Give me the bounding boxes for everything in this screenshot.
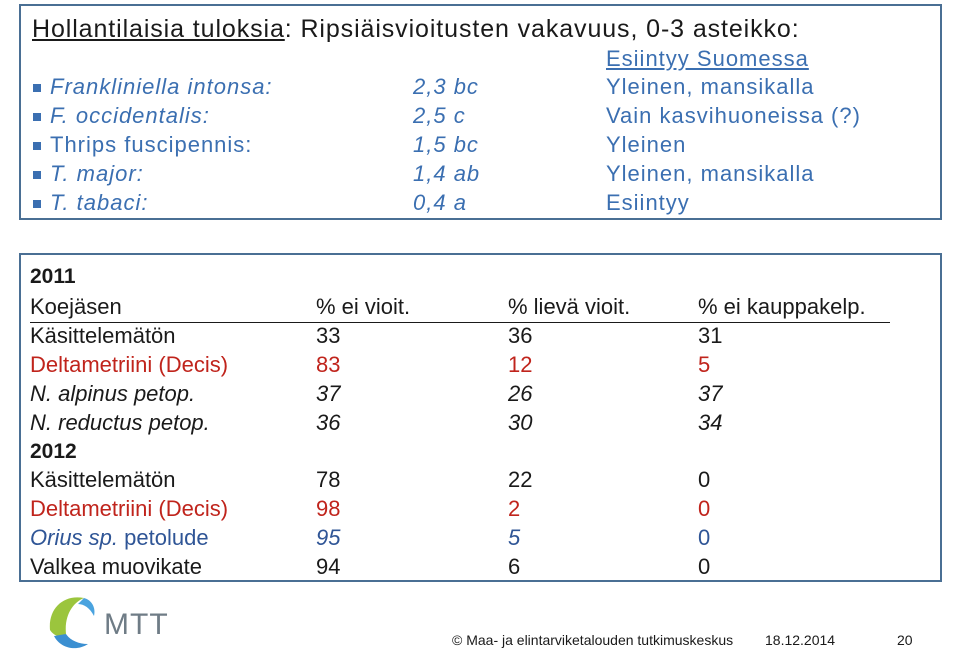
- species-score: 1,5 bc: [413, 132, 479, 157]
- species-occurrence: Esiintyy: [606, 190, 690, 215]
- value-cell: 34: [698, 410, 723, 435]
- table-header-row: Koejäsen % ei vioit. % lievä vioit. % ei…: [21, 294, 921, 324]
- header-ei-kauppakelp: % ei kauppakelp.: [698, 294, 866, 319]
- header-underline: [30, 322, 890, 323]
- orius-rest: petolude: [118, 525, 209, 550]
- slide-title: Hollantilaisia tuloksia: Ripsiäisvioitus…: [32, 15, 800, 44]
- value-cell: 36: [508, 323, 533, 348]
- species-score: 2,5 c: [413, 103, 466, 128]
- table-row: N. reductus petop. 36 30 34: [21, 410, 921, 440]
- value-cell: 6: [508, 554, 521, 579]
- value-cell: 26: [508, 381, 533, 406]
- value-cell: 0: [698, 525, 711, 550]
- species-score: 1,4 ab: [413, 161, 481, 186]
- value-cell: 98: [316, 496, 341, 521]
- table-row: N. alpinus petop. 37 26 37: [21, 381, 921, 411]
- value-cell: 31: [698, 323, 723, 348]
- copyright-text: © Maa- ja elintarviketalouden tutkimuske…: [452, 632, 734, 648]
- orius-species-name: Orius sp.: [30, 525, 119, 550]
- species-score: 0,4 a: [413, 190, 467, 215]
- results-table-panel: 2011 Koejäsen % ei vioit. % lievä vioit.…: [19, 253, 942, 582]
- table-row: Käsittelemätön 78 22 0: [21, 467, 921, 497]
- treatment-cell: Käsittelemätön: [30, 323, 176, 348]
- value-cell: 95: [316, 525, 341, 550]
- treatment-cell: N. reductus petop.: [30, 410, 210, 435]
- value-cell: 30: [508, 410, 533, 435]
- logo-text: MTT: [104, 608, 169, 641]
- value-cell: 5: [508, 525, 521, 550]
- species-occurrence: Vain kasvihuoneissa (?): [606, 103, 861, 128]
- bullet-icon: [33, 84, 41, 92]
- species-name: F. occidentalis:: [50, 103, 210, 128]
- value-cell: 0: [698, 554, 711, 579]
- table-row: Deltametriini (Decis) 83 12 5: [21, 352, 921, 382]
- value-cell: 5: [698, 352, 711, 377]
- value-cell: 83: [316, 352, 341, 377]
- treatment-cell: Orius sp. petolude: [30, 525, 209, 551]
- title-underlined: Hollantilaisia tuloksia: [32, 15, 285, 43]
- footer-date: 18.12.2014: [765, 632, 836, 648]
- value-cell: 36: [316, 410, 341, 435]
- bullet-icon: [33, 171, 41, 179]
- header-lieva-vioit: % lievä vioit.: [508, 294, 631, 319]
- value-cell: 2: [508, 496, 521, 521]
- year-2011-label: 2011: [30, 265, 76, 288]
- species-name: Frankliniella intonsa:: [50, 74, 273, 99]
- thrips-species-panel: Hollantilaisia tuloksia: Ripsiäisvioitus…: [19, 4, 942, 220]
- value-cell: 37: [698, 381, 723, 406]
- species-occurrence: Yleinen, mansikalla: [606, 161, 815, 186]
- table-row: Käsittelemätön 33 36 31: [21, 323, 921, 353]
- treatment-cell: N. alpinus petop.: [30, 381, 196, 406]
- treatment-cell: Valkea muovikate: [30, 554, 203, 579]
- value-cell: 78: [316, 467, 341, 492]
- value-cell: 94: [316, 554, 341, 579]
- value-cell: 22: [508, 467, 533, 492]
- table-row: Valkea muovikate 94 6 0: [21, 554, 921, 584]
- treatment-cell: Käsittelemätön: [30, 467, 176, 492]
- value-cell: 0: [698, 496, 711, 521]
- bullet-icon: [33, 142, 41, 150]
- bullet-icon: [33, 113, 41, 121]
- header-koejasen: Koejäsen: [30, 294, 122, 319]
- species-name: T. tabaci:: [50, 190, 149, 215]
- species-score: 2,3 bc: [413, 74, 479, 99]
- treatment-cell: Deltametriini (Decis): [30, 352, 229, 377]
- page-number: 20: [897, 632, 913, 648]
- value-cell: 33: [316, 323, 341, 348]
- species-occurrence: Yleinen: [606, 132, 687, 157]
- species-name: Thrips fuscipennis:: [50, 132, 253, 157]
- treatment-cell: Deltametriini (Decis): [30, 496, 229, 521]
- mtt-logo: MTT: [44, 590, 184, 654]
- value-cell: 0: [698, 467, 711, 492]
- header-ei-vioit: % ei vioit.: [316, 294, 411, 319]
- year-2012-label: 2012: [30, 440, 77, 463]
- value-cell: 37: [316, 381, 341, 406]
- occurrence-header: Esiintyy Suomessa: [606, 46, 809, 71]
- table-row: Orius sp. petolude 95 5 0: [21, 525, 921, 555]
- species-occurrence: Yleinen, mansikalla: [606, 74, 815, 99]
- bullet-icon: [33, 200, 41, 208]
- table-row: Deltametriini (Decis) 98 2 0: [21, 496, 921, 526]
- title-rest: : Ripsiäisvioitusten vakavuus, 0-3 astei…: [284, 15, 800, 43]
- species-name: T. major:: [50, 161, 144, 186]
- value-cell: 12: [508, 352, 533, 377]
